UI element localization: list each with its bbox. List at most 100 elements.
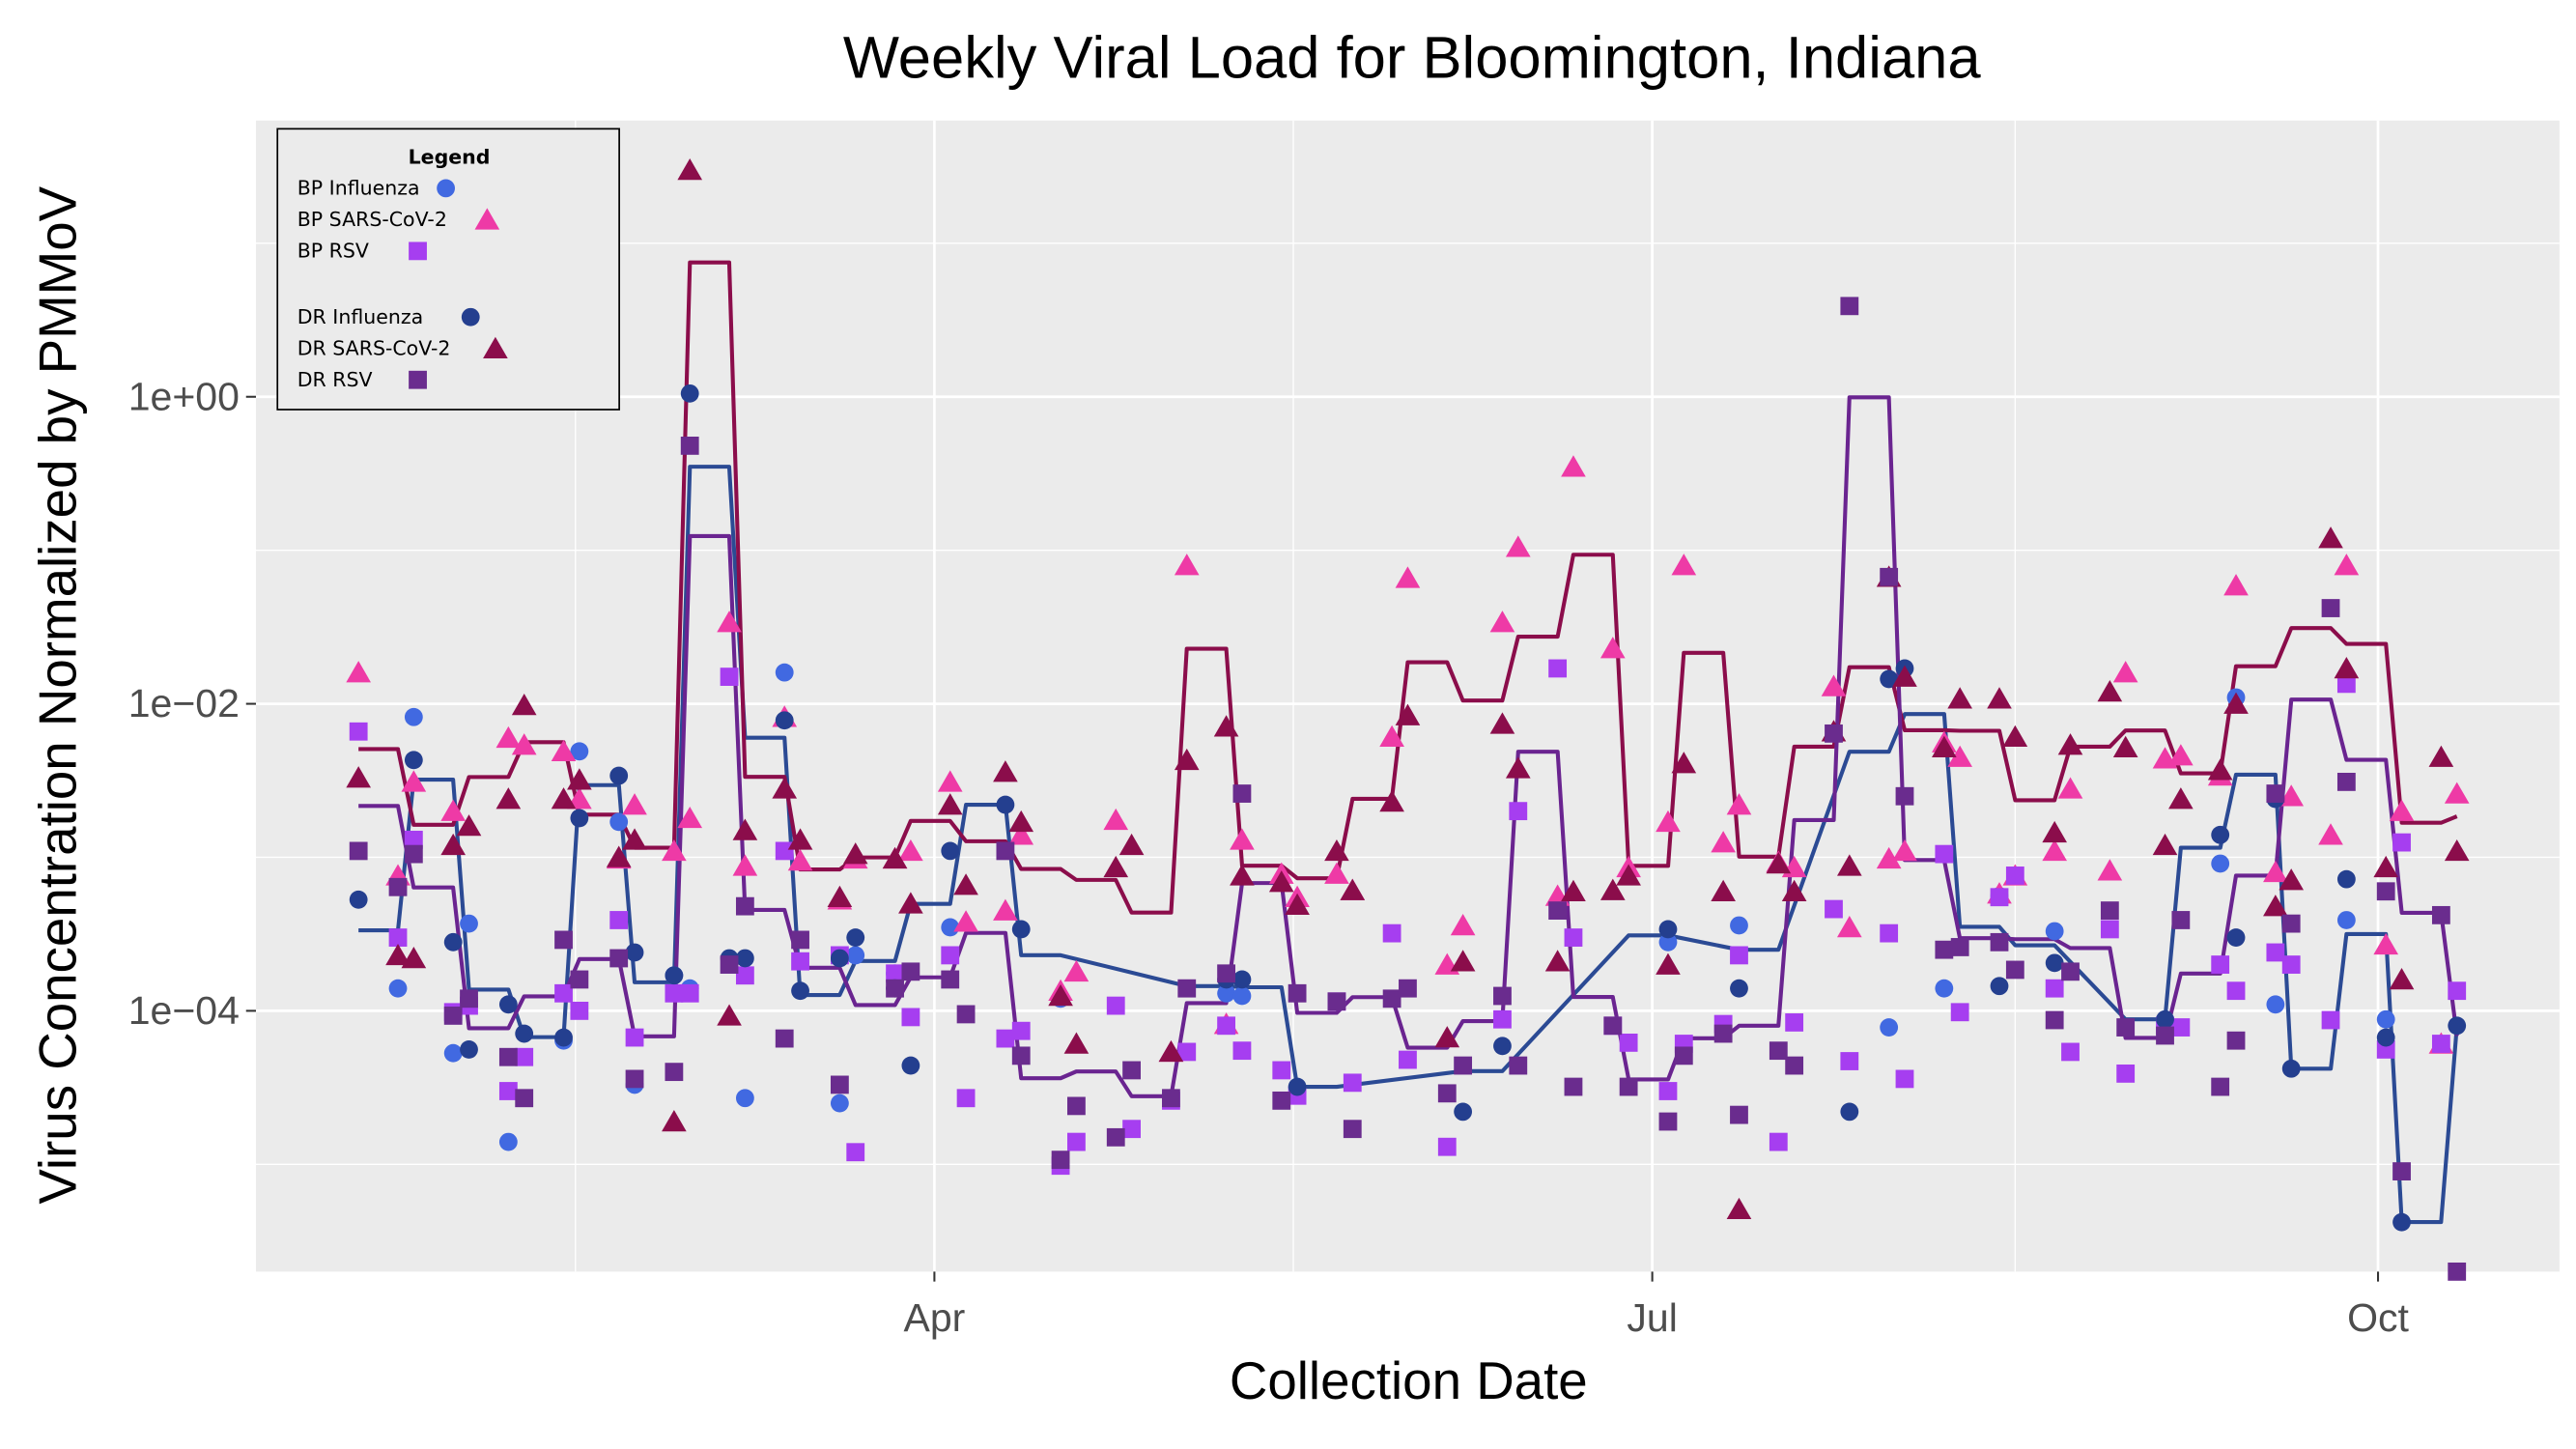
point-bp-rsv [2005, 867, 2024, 885]
point-dr-rsv [404, 844, 423, 864]
point-bp-sars-cov-2 [1450, 914, 1476, 936]
point-bp-rsv [2431, 1035, 2450, 1053]
legend-marker-circle-icon [461, 307, 480, 327]
point-bp-influenza [775, 663, 794, 682]
point-bp-rsv [625, 1028, 644, 1047]
point-dr-sars-cov-2 [787, 828, 813, 850]
point-bp-rsv [1011, 1021, 1031, 1040]
point-dr-sars-cov-2 [1987, 687, 2012, 709]
point-bp-rsv [1399, 1050, 1417, 1069]
point-dr-influenza [1840, 1102, 1859, 1122]
point-dr-sars-cov-2 [606, 845, 632, 867]
point-bp-influenza [388, 979, 408, 998]
point-dr-rsv [570, 970, 589, 989]
point-bp-rsv [2116, 1064, 2136, 1083]
point-dr-rsv [1493, 986, 1512, 1006]
x-tick-label: Apr [903, 1295, 965, 1340]
point-bp-influenza [498, 1132, 518, 1151]
point-bp-rsv [349, 722, 368, 741]
point-bp-sars-cov-2 [787, 849, 813, 871]
point-dr-sars-cov-2 [1892, 665, 1917, 687]
point-dr-sars-cov-2 [1561, 879, 1586, 901]
point-bp-rsv [2211, 955, 2230, 974]
point-bp-sars-cov-2 [2042, 838, 2067, 862]
legend-label: DR RSV [297, 368, 373, 391]
point-dr-rsv [515, 1089, 534, 1108]
point-dr-influenza [830, 949, 849, 968]
point-bp-sars-cov-2 [551, 739, 577, 762]
point-bp-rsv [1343, 1073, 1362, 1093]
point-bp-rsv [1548, 659, 1568, 678]
point-bp-sars-cov-2 [2318, 823, 2343, 845]
point-bp-sars-cov-2 [1063, 959, 1090, 982]
point-dr-influenza [846, 928, 865, 947]
point-dr-influenza [941, 841, 960, 861]
point-dr-sars-cov-2 [2373, 855, 2399, 878]
point-dr-sars-cov-2 [662, 1110, 687, 1132]
point-dr-sars-cov-2 [1766, 852, 1792, 874]
point-dr-sars-cov-2 [827, 885, 853, 908]
point-bp-influenza [2045, 922, 2064, 941]
point-bp-rsv [1177, 1042, 1197, 1062]
y-tick-label: 1e−04 [128, 988, 240, 1033]
point-bp-rsv [2281, 955, 2301, 974]
point-bp-rsv [941, 946, 960, 965]
point-dr-rsv [1674, 1046, 1693, 1065]
point-bp-influenza [460, 914, 478, 933]
y-axis: 1e+00 1e−02 1e−04 [128, 374, 257, 1033]
point-dr-influenza [554, 1028, 573, 1047]
point-bp-rsv [2448, 981, 2467, 1001]
point-bp-sars-cov-2 [677, 806, 703, 829]
point-dr-rsv [2226, 1031, 2246, 1050]
point-bp-rsv [901, 1008, 920, 1027]
point-dr-sars-cov-2 [2279, 868, 2305, 891]
point-dr-rsv [1769, 1041, 1788, 1061]
point-bp-rsv [1769, 1132, 1788, 1151]
point-dr-sars-cov-2 [567, 768, 592, 790]
point-bp-sars-cov-2 [567, 787, 592, 810]
point-bp-sars-cov-2 [622, 793, 647, 815]
point-dr-influenza [349, 890, 368, 909]
point-bp-sars-cov-2 [495, 725, 522, 749]
legend-label: BP SARS-CoV-2 [297, 208, 447, 231]
point-dr-sars-cov-2 [1434, 1026, 1460, 1048]
point-bp-sars-cov-2 [1103, 808, 1129, 831]
point-dr-sars-cov-2 [401, 947, 427, 969]
point-dr-influenza [2281, 1059, 2301, 1078]
point-dr-sars-cov-2 [898, 892, 923, 914]
point-bp-rsv [2266, 943, 2285, 962]
point-bp-influenza [1658, 932, 1678, 952]
point-bp-rsv [1232, 1041, 1252, 1061]
point-bp-rsv [2061, 1042, 2080, 1062]
series-dr-rsv [349, 297, 2467, 1281]
point-dr-sars-cov-2 [2318, 526, 2343, 549]
point-bp-rsv [1106, 996, 1125, 1015]
point-dr-rsv [609, 949, 629, 968]
point-dr-rsv [2045, 1010, 2064, 1030]
point-dr-sars-cov-2 [1726, 1197, 1752, 1220]
point-bp-sars-cov-2 [1379, 724, 1404, 747]
point-dr-rsv [2116, 1018, 2136, 1037]
point-dr-rsv [1990, 932, 2009, 952]
point-dr-sars-cov-2 [1048, 984, 1073, 1007]
point-bp-rsv [956, 1089, 976, 1108]
point-dr-sars-cov-2 [385, 943, 410, 966]
point-dr-rsv [460, 989, 478, 1009]
point-bp-influenza [2336, 911, 2356, 929]
point-dr-rsv [554, 930, 573, 950]
point-dr-sars-cov-2 [2042, 820, 2067, 843]
point-dr-sars-cov-2 [2207, 758, 2233, 781]
point-bp-influenza [2376, 1009, 2395, 1029]
point-dr-rsv [1288, 983, 1307, 1003]
point-bp-rsv [2321, 1010, 2340, 1030]
point-bp-rsv [1658, 1082, 1678, 1100]
point-dr-influenza [1288, 1077, 1307, 1096]
point-bp-influenza [2266, 995, 2285, 1014]
point-dr-sars-cov-2 [511, 693, 537, 716]
point-bp-rsv [735, 966, 754, 985]
point-dr-influenza [1658, 920, 1678, 939]
point-dr-rsv [2376, 882, 2395, 901]
point-bp-sars-cov-2 [1008, 823, 1034, 845]
point-bp-influenza [830, 1094, 849, 1113]
